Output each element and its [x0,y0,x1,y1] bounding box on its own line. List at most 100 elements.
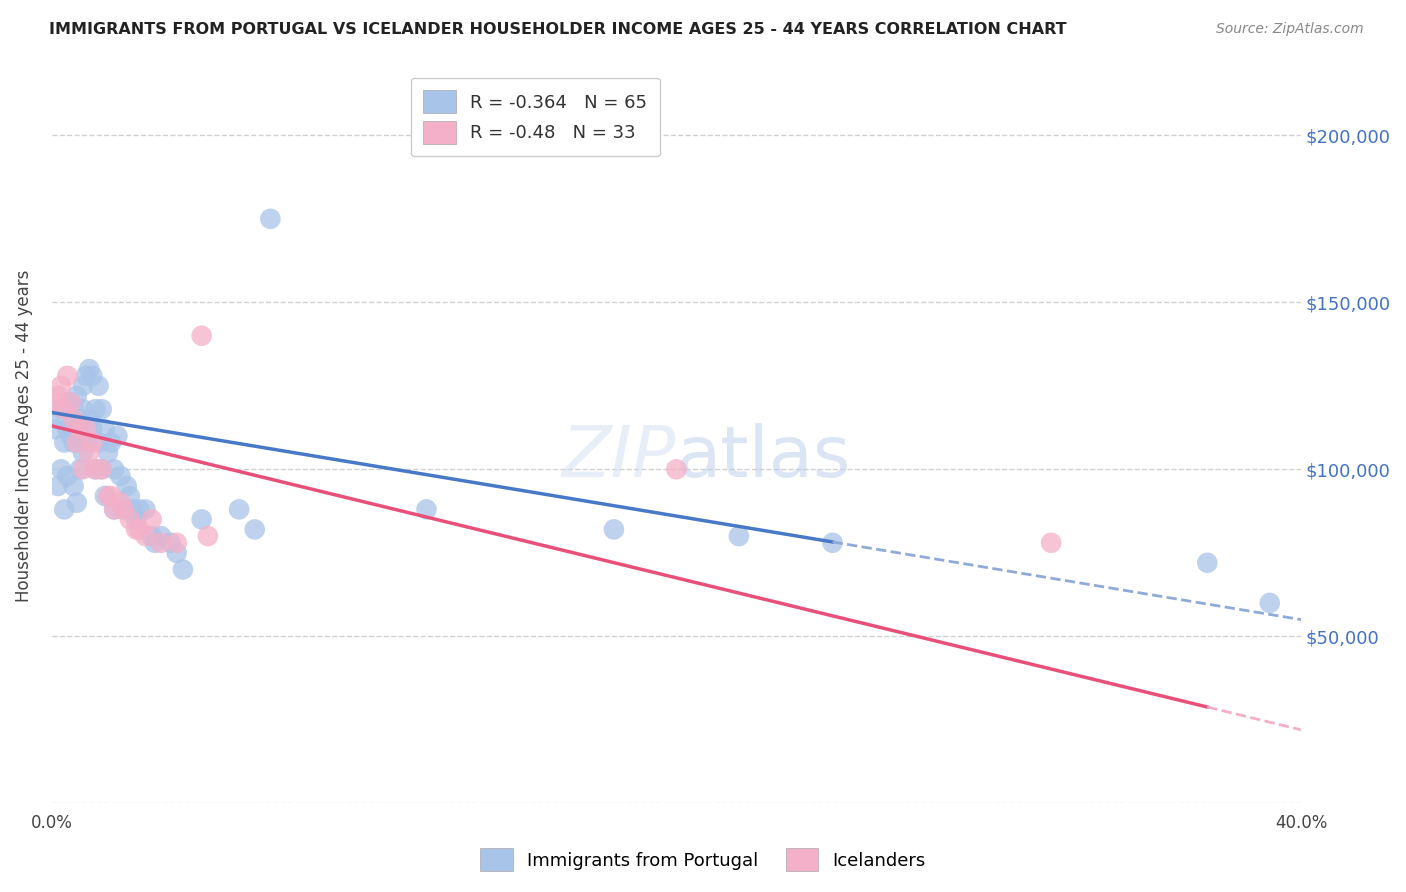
Point [665,462,688,476]
Point [1258,596,1281,610]
Point [62,402,84,417]
Point [97,445,120,459]
Point [134,529,156,543]
Point [62,479,84,493]
Point [69,422,91,436]
Point [166,546,188,560]
Point [49,462,72,476]
Point [72,445,94,459]
Point [69,462,91,476]
Point [105,429,128,443]
Point [112,502,135,516]
Point [97,489,120,503]
Point [159,535,181,549]
Point [172,562,194,576]
Point [94,422,117,436]
Point [59,429,82,443]
Point [46,389,69,403]
Text: ZIP: ZIP [562,424,676,492]
Point [69,412,91,426]
Text: Source: ZipAtlas.com: Source: ZipAtlas.com [1216,22,1364,37]
Point [77,412,100,426]
Point [821,535,844,549]
Point [75,368,97,383]
Point [66,422,89,436]
Point [103,502,125,516]
Point [190,328,212,343]
Point [84,402,107,417]
Point [110,496,132,510]
Point [53,435,76,450]
Point [46,479,69,493]
Point [90,462,112,476]
Point [82,435,104,450]
Point [110,469,132,483]
Point [84,462,107,476]
Point [190,512,212,526]
Point [259,211,281,226]
Point [141,529,163,543]
Point [72,379,94,393]
Point [87,435,110,450]
Point [66,389,89,403]
Point [243,523,266,537]
Point [56,422,79,436]
Point [122,502,145,516]
Point [150,529,173,543]
Point [603,523,626,537]
Point [75,422,97,436]
Point [143,535,166,549]
Point [72,462,94,476]
Point [128,502,150,516]
Point [115,479,138,493]
Point [166,535,188,549]
Point [103,462,125,476]
Point [100,489,122,503]
Text: IMMIGRANTS FROM PORTUGAL VS ICELANDER HOUSEHOLDER INCOME AGES 25 - 44 YEARS CORR: IMMIGRANTS FROM PORTUGAL VS ICELANDER HO… [49,22,1067,37]
Point [44,422,66,436]
Point [125,512,148,526]
Point [415,502,437,516]
Point [77,445,100,459]
Point [141,512,163,526]
Point [118,489,141,503]
Point [75,435,97,450]
Point [66,496,89,510]
Point [128,523,150,537]
Point [59,395,82,409]
Point [62,412,84,426]
Point [82,422,104,436]
Point [66,435,89,450]
Point [727,529,749,543]
Point [49,379,72,393]
Point [90,402,112,417]
Legend: Immigrants from Portugal, Icelanders: Immigrants from Portugal, Icelanders [472,841,934,879]
Point [62,435,84,450]
Point [125,523,148,537]
Point [103,502,125,516]
Point [59,395,82,409]
Point [84,462,107,476]
Point [118,512,141,526]
Point [112,502,135,516]
Point [134,502,156,516]
Point [87,379,110,393]
Point [56,368,79,383]
Y-axis label: Householder Income Ages 25 - 44 years: Householder Income Ages 25 - 44 years [15,269,32,602]
Point [49,402,72,417]
Point [1040,535,1063,549]
Point [1197,556,1219,570]
Point [53,402,76,417]
Point [228,502,250,516]
Point [46,412,69,426]
Point [53,502,76,516]
Point [197,529,219,543]
Point [56,469,79,483]
Text: atlas: atlas [676,424,851,492]
Point [94,489,117,503]
Point [100,435,122,450]
Point [44,395,66,409]
Point [90,462,112,476]
Point [77,362,100,376]
Legend: R = -0.364   N = 65, R = -0.48   N = 33: R = -0.364 N = 65, R = -0.48 N = 33 [411,78,659,156]
